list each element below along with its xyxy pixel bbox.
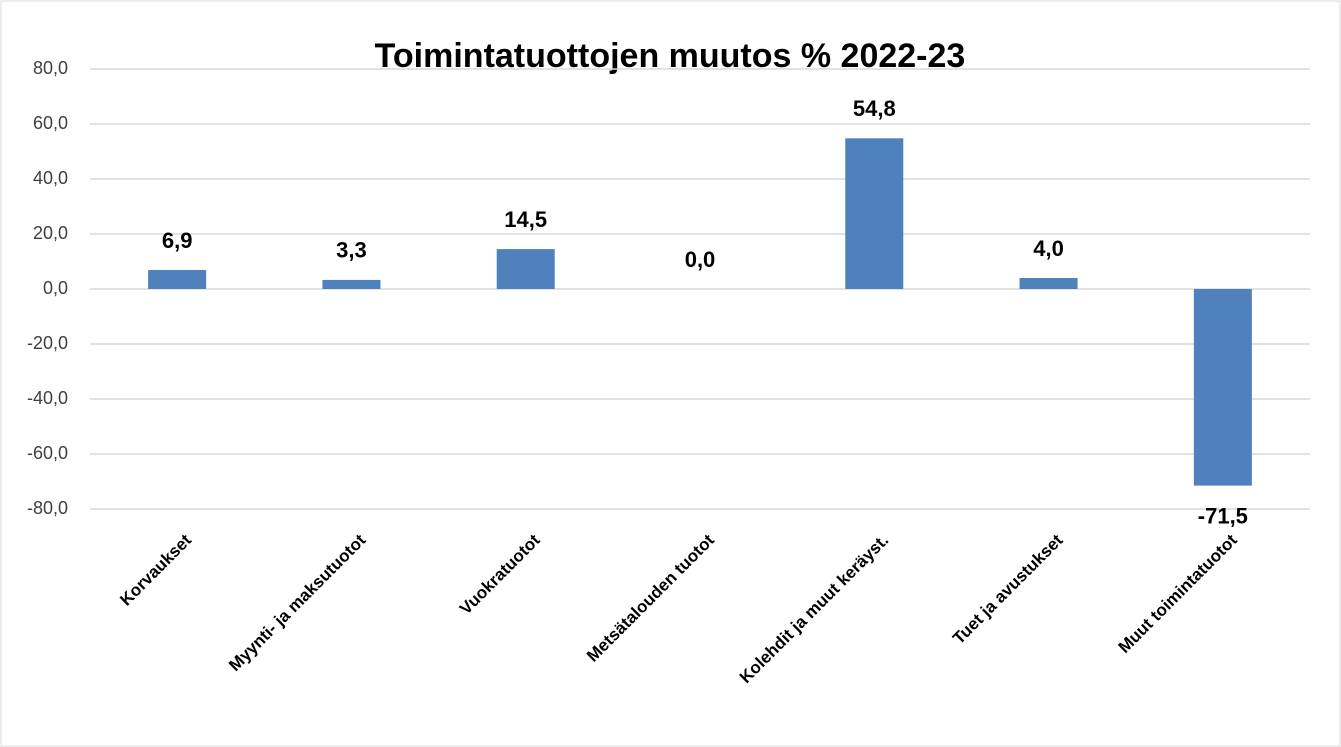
data-label: -71,5	[1198, 503, 1248, 528]
y-tick-label: -60,0	[27, 443, 68, 463]
y-tick-label: 40,0	[33, 168, 68, 188]
y-tick-label: 80,0	[33, 58, 68, 78]
data-label: 0,0	[685, 247, 716, 272]
y-tick-label: 60,0	[33, 113, 68, 133]
y-tick-label: -80,0	[27, 498, 68, 518]
data-label: 6,9	[162, 228, 193, 253]
bar	[1193, 289, 1252, 486]
y-tick-label: 0,0	[43, 278, 68, 298]
y-tick-label: -20,0	[27, 333, 68, 353]
y-tick-label: 20,0	[33, 223, 68, 243]
data-label: 14,5	[504, 207, 547, 232]
data-label: 54,8	[853, 96, 896, 121]
data-label: 4,0	[1033, 236, 1064, 261]
bar	[1019, 278, 1078, 289]
data-label: 3,3	[336, 238, 367, 263]
bar	[496, 249, 555, 289]
y-tick-label: -40,0	[27, 388, 68, 408]
bar	[148, 270, 207, 289]
bar	[845, 138, 904, 289]
bar	[322, 279, 381, 289]
